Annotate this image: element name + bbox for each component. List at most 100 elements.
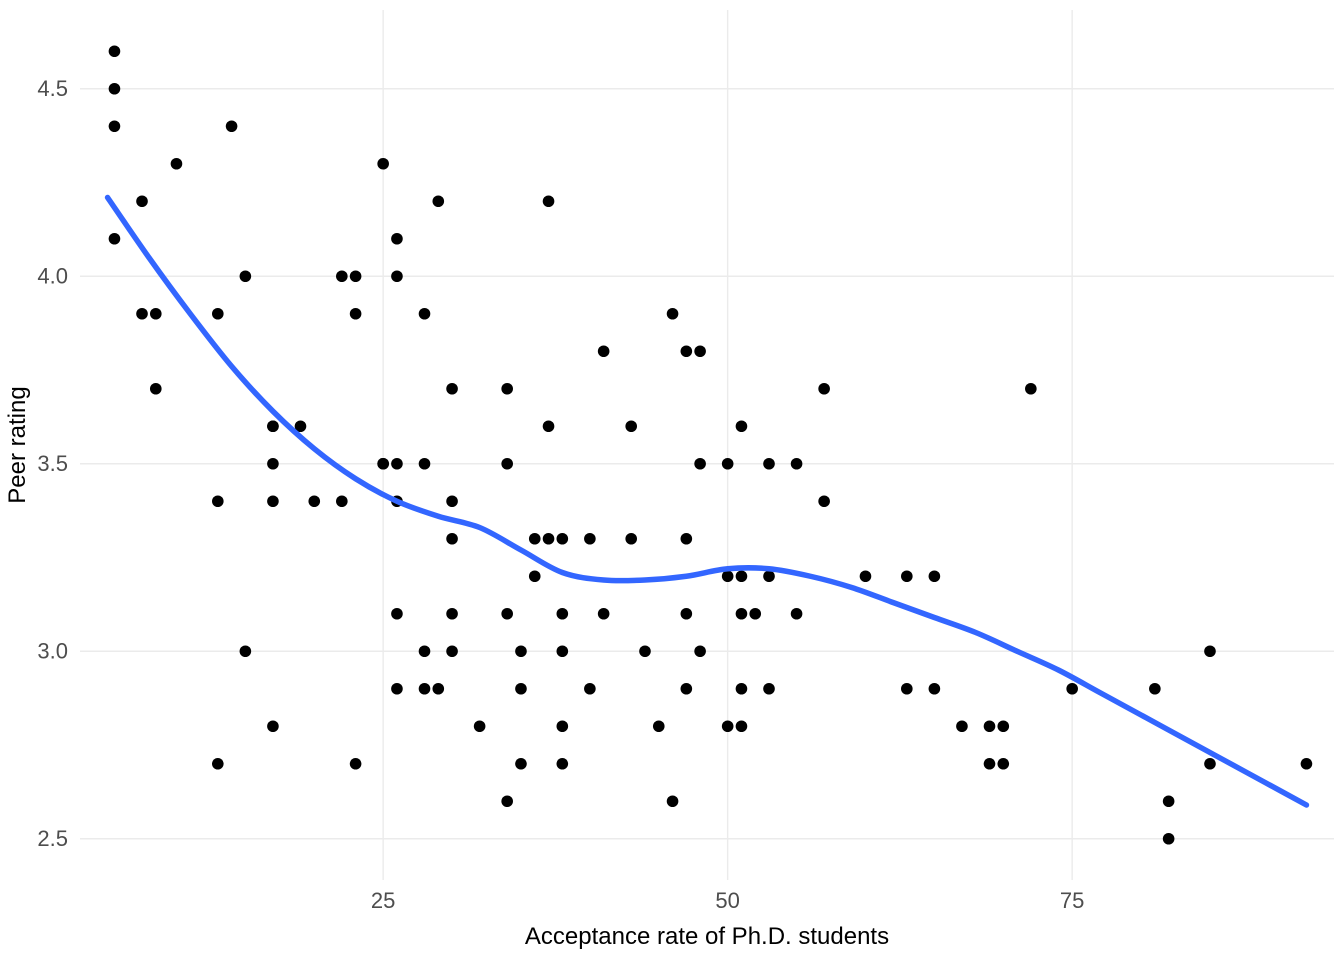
data-point bbox=[956, 720, 968, 732]
data-point bbox=[212, 758, 224, 770]
data-point bbox=[736, 683, 748, 695]
data-point bbox=[1163, 833, 1175, 845]
data-point bbox=[350, 758, 362, 770]
data-point bbox=[446, 645, 458, 657]
y-axis-label: Peer rating bbox=[4, 386, 31, 503]
data-point bbox=[432, 683, 444, 695]
data-point bbox=[446, 383, 458, 395]
data-point bbox=[543, 420, 555, 432]
data-point bbox=[419, 308, 431, 320]
data-point bbox=[150, 308, 162, 320]
y-tick-label: 4.5 bbox=[37, 76, 68, 101]
data-point bbox=[446, 495, 458, 507]
data-point bbox=[557, 720, 569, 732]
data-point bbox=[446, 608, 458, 620]
data-point bbox=[350, 270, 362, 282]
data-point bbox=[763, 458, 775, 470]
data-point bbox=[1301, 758, 1313, 770]
data-point bbox=[736, 420, 748, 432]
data-point bbox=[791, 608, 803, 620]
data-point bbox=[543, 195, 555, 207]
data-point bbox=[515, 758, 527, 770]
data-point bbox=[308, 495, 320, 507]
data-point bbox=[736, 720, 748, 732]
data-point bbox=[681, 683, 693, 695]
data-point bbox=[501, 795, 513, 807]
data-point bbox=[336, 270, 348, 282]
data-point bbox=[818, 383, 830, 395]
data-point bbox=[377, 458, 389, 470]
data-point bbox=[667, 795, 679, 807]
data-point bbox=[681, 533, 693, 545]
data-point bbox=[150, 383, 162, 395]
data-point bbox=[1204, 645, 1216, 657]
data-point bbox=[226, 120, 238, 132]
data-point bbox=[419, 458, 431, 470]
x-tick-label: 50 bbox=[715, 888, 739, 913]
data-point bbox=[1066, 683, 1078, 695]
data-point bbox=[584, 683, 596, 695]
data-point bbox=[240, 645, 252, 657]
data-point bbox=[267, 495, 279, 507]
scatter-chart: 2550752.53.03.54.04.5Acceptance rate of … bbox=[0, 0, 1344, 960]
data-point bbox=[584, 533, 596, 545]
data-point bbox=[653, 720, 665, 732]
data-point bbox=[997, 758, 1009, 770]
data-point bbox=[109, 83, 121, 95]
data-point bbox=[667, 308, 679, 320]
data-point bbox=[736, 608, 748, 620]
data-point bbox=[681, 345, 693, 357]
data-point bbox=[336, 495, 348, 507]
data-point bbox=[391, 608, 403, 620]
data-point bbox=[929, 570, 941, 582]
data-point bbox=[722, 720, 734, 732]
data-point bbox=[639, 645, 651, 657]
data-point bbox=[109, 233, 121, 245]
data-point bbox=[391, 233, 403, 245]
data-point bbox=[1163, 795, 1175, 807]
data-point bbox=[984, 720, 996, 732]
data-point bbox=[625, 420, 637, 432]
data-point bbox=[543, 533, 555, 545]
x-axis-label: Acceptance rate of Ph.D. students bbox=[525, 923, 889, 950]
data-point bbox=[391, 458, 403, 470]
data-point bbox=[267, 458, 279, 470]
y-tick-label: 3.0 bbox=[37, 638, 68, 663]
data-point bbox=[501, 458, 513, 470]
data-point bbox=[1149, 683, 1161, 695]
data-point bbox=[791, 458, 803, 470]
data-point bbox=[432, 195, 444, 207]
data-point bbox=[598, 608, 610, 620]
data-point bbox=[694, 645, 706, 657]
x-tick-label: 25 bbox=[371, 888, 395, 913]
data-point bbox=[212, 495, 224, 507]
data-point bbox=[557, 758, 569, 770]
data-point bbox=[267, 720, 279, 732]
plot-panel bbox=[80, 10, 1334, 880]
data-point bbox=[763, 683, 775, 695]
data-point bbox=[997, 720, 1009, 732]
data-point bbox=[557, 608, 569, 620]
data-point bbox=[901, 570, 913, 582]
data-point bbox=[391, 683, 403, 695]
data-point bbox=[109, 45, 121, 57]
chart-svg: 2550752.53.03.54.04.5Acceptance rate of … bbox=[0, 0, 1344, 960]
x-tick-label: 75 bbox=[1060, 888, 1084, 913]
data-point bbox=[212, 308, 224, 320]
data-point bbox=[1204, 758, 1216, 770]
data-point bbox=[377, 158, 389, 170]
data-point bbox=[350, 308, 362, 320]
data-point bbox=[446, 533, 458, 545]
data-point bbox=[1025, 383, 1037, 395]
data-point bbox=[598, 345, 610, 357]
data-point bbox=[267, 420, 279, 432]
data-point bbox=[557, 533, 569, 545]
y-tick-label: 4.0 bbox=[37, 263, 68, 288]
data-point bbox=[529, 570, 541, 582]
y-tick-label: 3.5 bbox=[37, 451, 68, 476]
data-point bbox=[501, 383, 513, 395]
data-point bbox=[860, 570, 872, 582]
data-point bbox=[818, 495, 830, 507]
data-point bbox=[625, 533, 637, 545]
data-point bbox=[515, 683, 527, 695]
